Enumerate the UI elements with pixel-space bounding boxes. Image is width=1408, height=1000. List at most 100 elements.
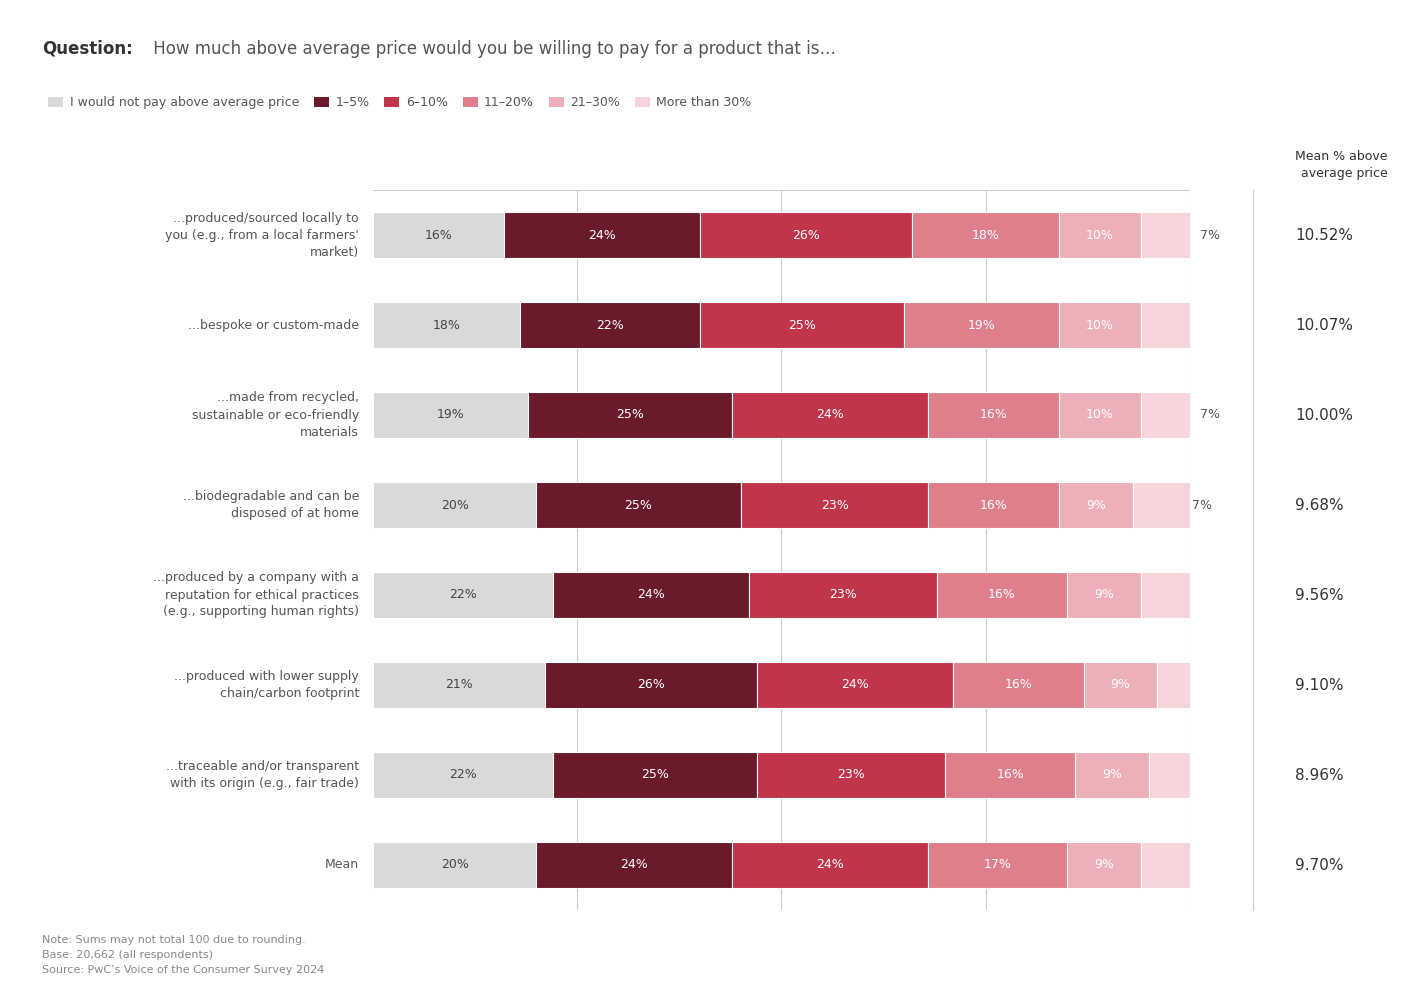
Bar [1059, 212, 1140, 258]
Text: 10%: 10% [1086, 229, 1114, 242]
Bar [373, 842, 536, 888]
Legend: I would not pay above average price, 1–5%, 6–10%, 11–20%, 21–30%, More than 30%: I would not pay above average price, 1–5… [48, 96, 752, 109]
Text: ...made from recycled,
sustainable or eco-friendly
materials: ...made from recycled, sustainable or ec… [191, 391, 359, 438]
Text: 21%: 21% [445, 678, 473, 692]
Bar [545, 662, 758, 708]
Bar [928, 392, 1059, 438]
Bar [912, 212, 1059, 258]
Text: 7%: 7% [1201, 229, 1221, 242]
Bar [953, 662, 1084, 708]
Bar [1059, 482, 1132, 528]
Text: 22%: 22% [449, 768, 477, 782]
Bar [758, 752, 945, 798]
Text: 23%: 23% [836, 768, 865, 782]
Text: Note: Sums may not total 100 due to rounding.
Base: 20,662 (all respondents)
Sou: Note: Sums may not total 100 due to roun… [42, 935, 325, 975]
Text: 25%: 25% [641, 768, 669, 782]
Text: 24%: 24% [841, 678, 869, 692]
Text: Mean: Mean [325, 858, 359, 871]
Text: 18%: 18% [432, 319, 460, 332]
Bar [373, 752, 553, 798]
Bar [1140, 572, 1190, 618]
Bar [928, 842, 1067, 888]
Bar [1067, 572, 1140, 618]
Text: ...biodegradable and can be
disposed of at home: ...biodegradable and can be disposed of … [183, 490, 359, 520]
Text: 17%: 17% [984, 858, 1012, 871]
Bar [528, 392, 732, 438]
Bar [1140, 302, 1190, 348]
Text: 7%: 7% [1193, 499, 1212, 512]
Text: Mean % above
average price: Mean % above average price [1295, 150, 1388, 180]
Bar [1067, 842, 1140, 888]
Text: ...bespoke or custom-made: ...bespoke or custom-made [189, 319, 359, 332]
Bar [520, 302, 700, 348]
Text: 16%: 16% [1004, 678, 1032, 692]
Text: 16%: 16% [980, 408, 1008, 422]
Text: 7%: 7% [1201, 408, 1221, 422]
Text: 10.00%: 10.00% [1295, 408, 1353, 422]
Bar [1140, 212, 1198, 258]
Bar [504, 212, 700, 258]
Bar [1084, 662, 1157, 708]
Text: 16%: 16% [997, 768, 1024, 782]
Bar [1132, 482, 1190, 528]
Text: 18%: 18% [972, 229, 1000, 242]
Text: 25%: 25% [788, 319, 815, 332]
Text: 9%: 9% [1111, 678, 1131, 692]
Text: 10.07%: 10.07% [1295, 318, 1353, 333]
Bar [536, 842, 732, 888]
Bar [373, 572, 553, 618]
Text: 26%: 26% [793, 229, 819, 242]
Text: 25%: 25% [625, 499, 652, 512]
Bar [928, 482, 1059, 528]
Text: 10.52%: 10.52% [1295, 228, 1353, 243]
Text: 24%: 24% [817, 408, 845, 422]
Text: 22%: 22% [596, 319, 624, 332]
Bar [741, 482, 928, 528]
Bar [373, 212, 504, 258]
Bar [373, 662, 545, 708]
Text: 16%: 16% [988, 588, 1015, 602]
Text: 20%: 20% [441, 499, 469, 512]
Bar [1140, 842, 1190, 888]
Bar [373, 392, 528, 438]
Bar [1059, 302, 1140, 348]
Text: 20%: 20% [441, 858, 469, 871]
Bar [732, 392, 928, 438]
Bar [904, 302, 1059, 348]
Text: 9.68%: 9.68% [1295, 497, 1345, 512]
Bar [700, 212, 912, 258]
Bar [373, 302, 520, 348]
Bar [700, 302, 904, 348]
Text: 23%: 23% [829, 588, 856, 602]
Text: 24%: 24% [621, 858, 648, 871]
Text: 10%: 10% [1086, 319, 1114, 332]
Bar [749, 572, 936, 618]
Text: 19%: 19% [967, 319, 995, 332]
Bar [945, 752, 1076, 798]
Text: 8.96%: 8.96% [1295, 768, 1345, 782]
Text: 23%: 23% [821, 499, 849, 512]
Bar [553, 752, 758, 798]
Text: 9.56%: 9.56% [1295, 587, 1345, 602]
Text: 24%: 24% [636, 588, 665, 602]
Text: ...produced by a company with a
reputation for ethical practices
(e.g., supporti: ...produced by a company with a reputati… [153, 572, 359, 618]
Text: 9%: 9% [1102, 768, 1122, 782]
Text: 24%: 24% [817, 858, 845, 871]
Text: ...produced/sourced locally to
you (e.g., from a local farmers'
market): ...produced/sourced locally to you (e.g.… [165, 212, 359, 259]
Bar [936, 572, 1067, 618]
Text: 16%: 16% [980, 499, 1008, 512]
Bar [1157, 662, 1198, 708]
Bar [1140, 392, 1198, 438]
Text: Question:: Question: [42, 40, 132, 58]
Text: 22%: 22% [449, 588, 477, 602]
Bar [536, 482, 741, 528]
Text: 26%: 26% [636, 678, 665, 692]
Text: 19%: 19% [436, 408, 465, 422]
Text: ...traceable and/or transparent
with its origin (e.g., fair trade): ...traceable and/or transparent with its… [166, 760, 359, 790]
Text: 9%: 9% [1094, 858, 1114, 871]
Text: 9.10%: 9.10% [1295, 678, 1343, 693]
Bar [1076, 752, 1149, 798]
Text: ...produced with lower supply
chain/carbon footprint: ...produced with lower supply chain/carb… [175, 670, 359, 700]
Text: How much above average price would you be willing to pay for a product that is…: How much above average price would you b… [148, 40, 836, 58]
Text: 16%: 16% [425, 229, 452, 242]
